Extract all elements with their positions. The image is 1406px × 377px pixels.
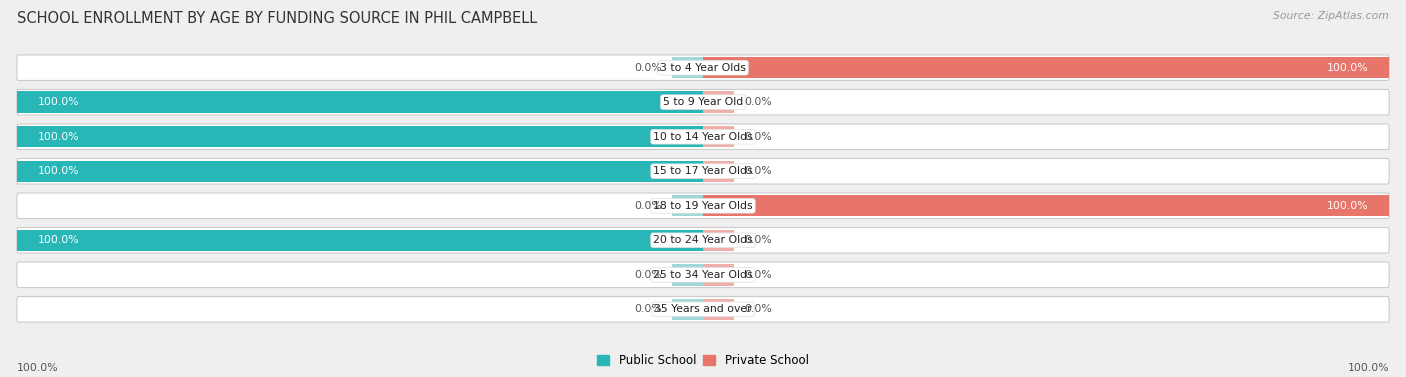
Text: 100.0%: 100.0%: [1327, 201, 1368, 211]
Text: 100.0%: 100.0%: [38, 166, 79, 176]
Bar: [17, 126, 703, 147]
Text: 10 to 14 Year Olds: 10 to 14 Year Olds: [654, 132, 752, 142]
Text: 0.0%: 0.0%: [634, 201, 662, 211]
Bar: [703, 230, 734, 251]
FancyBboxPatch shape: [17, 158, 1389, 184]
Bar: [672, 195, 703, 216]
Bar: [17, 230, 703, 251]
Text: 15 to 17 Year Olds: 15 to 17 Year Olds: [654, 166, 752, 176]
Text: 0.0%: 0.0%: [744, 235, 772, 245]
Bar: [703, 264, 734, 285]
Bar: [703, 92, 734, 113]
Bar: [703, 126, 734, 147]
FancyBboxPatch shape: [17, 227, 1389, 253]
Bar: [17, 92, 703, 113]
Text: 0.0%: 0.0%: [744, 166, 772, 176]
Text: 100.0%: 100.0%: [38, 97, 79, 107]
Text: 20 to 24 Year Olds: 20 to 24 Year Olds: [654, 235, 752, 245]
Text: 0.0%: 0.0%: [744, 132, 772, 142]
Bar: [17, 161, 703, 182]
Bar: [672, 57, 703, 78]
Bar: [703, 161, 734, 182]
Text: 0.0%: 0.0%: [744, 97, 772, 107]
Bar: [703, 195, 1389, 216]
Text: 100.0%: 100.0%: [1347, 363, 1389, 373]
Bar: [703, 57, 1389, 78]
FancyBboxPatch shape: [17, 89, 1389, 115]
Text: 100.0%: 100.0%: [38, 132, 79, 142]
FancyBboxPatch shape: [17, 297, 1389, 322]
Bar: [703, 299, 734, 320]
Bar: [703, 126, 734, 147]
Text: 0.0%: 0.0%: [634, 63, 662, 73]
Text: 35 Years and over: 35 Years and over: [654, 304, 752, 314]
Text: 25 to 34 Year Olds: 25 to 34 Year Olds: [654, 270, 752, 280]
Text: Source: ZipAtlas.com: Source: ZipAtlas.com: [1274, 11, 1389, 21]
Text: 0.0%: 0.0%: [634, 304, 662, 314]
Legend: Public School, Private School: Public School, Private School: [593, 349, 813, 372]
Bar: [672, 195, 703, 216]
Bar: [672, 299, 703, 320]
Bar: [703, 92, 734, 113]
Bar: [672, 264, 703, 285]
FancyBboxPatch shape: [17, 193, 1389, 219]
FancyBboxPatch shape: [17, 262, 1389, 288]
Text: 0.0%: 0.0%: [634, 270, 662, 280]
FancyBboxPatch shape: [17, 55, 1389, 80]
Text: 18 to 19 Year Olds: 18 to 19 Year Olds: [654, 201, 752, 211]
Bar: [672, 57, 703, 78]
Text: 0.0%: 0.0%: [744, 304, 772, 314]
Text: SCHOOL ENROLLMENT BY AGE BY FUNDING SOURCE IN PHIL CAMPBELL: SCHOOL ENROLLMENT BY AGE BY FUNDING SOUR…: [17, 11, 537, 26]
Bar: [703, 161, 734, 182]
Bar: [703, 230, 734, 251]
Text: 5 to 9 Year Old: 5 to 9 Year Old: [662, 97, 744, 107]
Text: 0.0%: 0.0%: [744, 270, 772, 280]
Text: 100.0%: 100.0%: [38, 235, 79, 245]
Text: 3 to 4 Year Olds: 3 to 4 Year Olds: [659, 63, 747, 73]
Text: 100.0%: 100.0%: [17, 363, 59, 373]
Text: 100.0%: 100.0%: [1327, 63, 1368, 73]
FancyBboxPatch shape: [17, 124, 1389, 150]
